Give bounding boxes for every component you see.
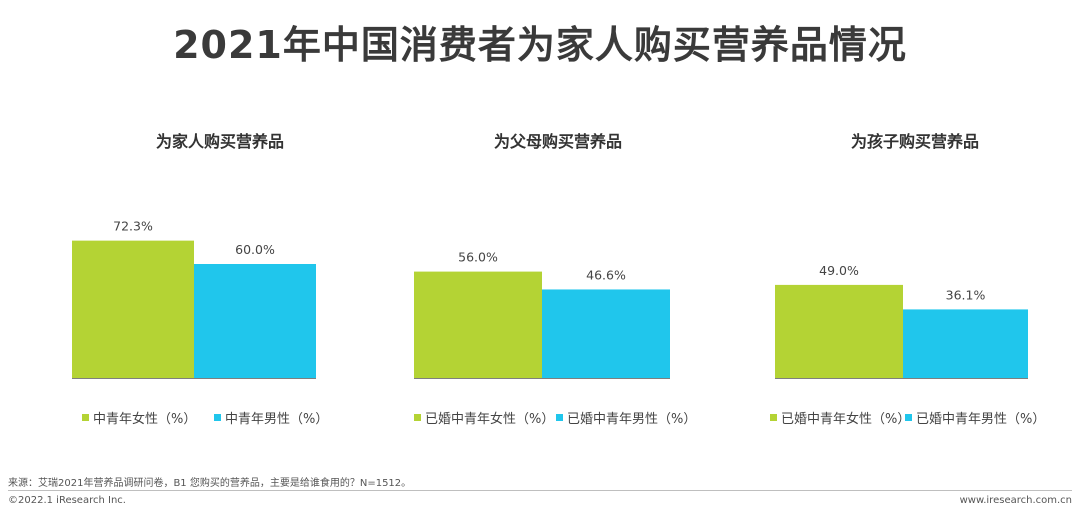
chart-title: 为孩子购买营养品 <box>850 132 979 151</box>
bar-chart: 56.0% 46.6% <box>414 250 670 379</box>
legend-item-male: 中青年男性（%） <box>214 408 328 427</box>
website-link[interactable]: www.iresearch.com.cn <box>959 495 1072 506</box>
legend-label: 已婚中青年女性（%） <box>425 412 555 427</box>
chart-panel-parents: 为父母购买营养品 56.0% 46.6% 已婚中青年女性（%） 已婚中青年男性（%… <box>408 120 708 440</box>
bar-male <box>542 289 670 378</box>
legend-swatch-male <box>214 414 221 421</box>
legend-item-female: 中青年女性（%） <box>82 408 196 427</box>
legend-item-female: 已婚中青年女性（%） <box>414 408 554 427</box>
copyright: ©2022.1 iResearch Inc. <box>8 495 126 506</box>
bar-chart: 49.0% 36.1% <box>775 263 1028 379</box>
bar-female <box>72 240 194 378</box>
legend-label: 已婚中青年男性（%） <box>567 412 697 427</box>
legend-swatch-female <box>770 414 777 421</box>
data-label: 49.0% <box>819 263 859 278</box>
source-note: 来源：艾瑞2021年营养品调研问卷，B1 您购买的营养品，主要是给谁食用的？N=… <box>8 478 412 489</box>
legend-label: 已婚中青年女性（%） <box>781 412 911 427</box>
data-label: 60.0% <box>235 242 275 257</box>
legend-swatch-female <box>414 414 421 421</box>
legend-label: 中青年男性（%） <box>225 412 329 427</box>
legend-label: 中青年女性（%） <box>93 412 197 427</box>
legend-swatch-male <box>556 414 563 421</box>
chart-panel-children: 为孩子购买营养品 49.0% 36.1% 已婚中青年女性（%） 已婚中青年男性（%… <box>765 120 1065 440</box>
data-label: 46.6% <box>586 267 626 282</box>
chart-panel-family: 为家人购买营养品 72.3% 60.0% 中青年女性（%） 中青年男性（%） <box>70 120 370 440</box>
legend-item-female: 已婚中青年女性（%） <box>770 408 910 427</box>
chart-title: 为家人购买营养品 <box>155 132 284 151</box>
bar-male <box>903 309 1028 378</box>
footer-divider <box>8 490 1072 491</box>
legend-swatch-male <box>905 414 912 421</box>
data-label: 36.1% <box>946 287 986 302</box>
bar-chart: 72.3% 60.0% <box>72 219 316 379</box>
chart-title: 为父母购买营养品 <box>493 132 622 151</box>
legend-item-male: 已婚中青年男性（%） <box>556 408 696 427</box>
data-label: 72.3% <box>113 219 153 234</box>
page-title: 2021年中国消费者为家人购买营养品情况 <box>173 23 907 67</box>
legend-swatch-female <box>82 414 89 421</box>
bar-male <box>194 264 316 378</box>
legend-label: 已婚中青年男性（%） <box>916 412 1046 427</box>
bar-female <box>775 284 903 378</box>
bar-female <box>414 271 542 378</box>
legend-item-male: 已婚中青年男性（%） <box>905 408 1045 427</box>
data-label: 56.0% <box>458 250 498 265</box>
